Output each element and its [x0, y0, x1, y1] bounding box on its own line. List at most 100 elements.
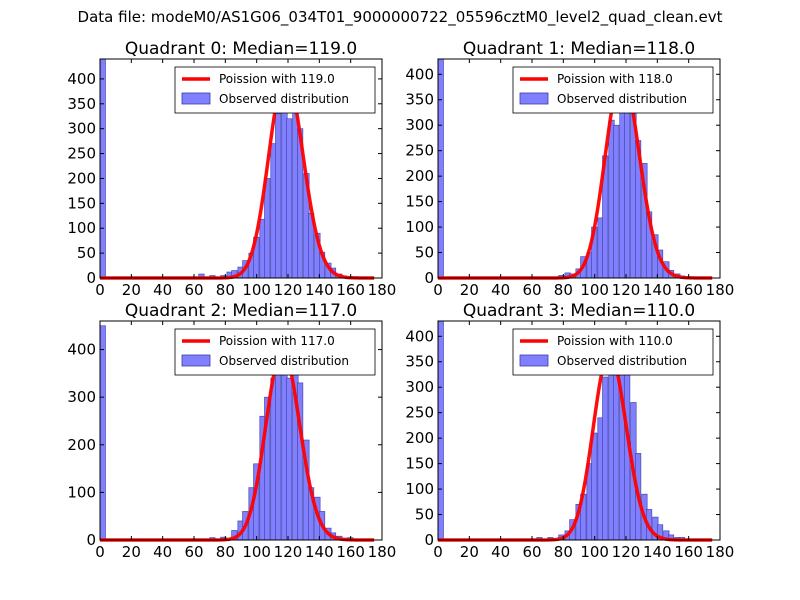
y-tick-label: 300 [67, 388, 96, 406]
legend-bar-swatch [519, 354, 549, 367]
y-tick-label: 150 [405, 193, 434, 211]
x-tick-label: 60 [184, 543, 203, 561]
y-tick-label: 250 [405, 404, 434, 422]
axes-frame [99, 320, 383, 541]
x-tick-label: 120 [274, 281, 303, 299]
histogram-bar [437, 320, 444, 541]
histogram-bar [275, 113, 282, 279]
x-tick-label: 160 [674, 543, 703, 561]
y-tick-label: 400 [67, 70, 96, 88]
histogram-bar [613, 124, 620, 279]
legend-curve-label: Poission with 118.0 [557, 72, 673, 86]
y-tick-label: 300 [67, 120, 96, 138]
y-tick-label: 300 [405, 378, 434, 396]
axes-frame [99, 58, 383, 279]
x-tick-label: 180 [706, 543, 735, 561]
legend-box [512, 66, 714, 114]
x-tick-label: 60 [522, 543, 541, 561]
y-tick-label: 0 [424, 269, 434, 287]
y-tick-label: 0 [424, 531, 434, 549]
x-tick-label: 120 [274, 543, 303, 561]
x-tick-label: 100 [242, 543, 271, 561]
histogram-bar [275, 368, 282, 541]
y-tick-label: 100 [67, 219, 96, 237]
panel-0: Quadrant 0: Median=119.00 20 40 60 80 100 120 1… [67, 39, 396, 299]
legend-bar-swatch [181, 92, 211, 105]
x-tick-label: 0 [95, 543, 105, 561]
x-tick-label: 0 [433, 543, 443, 561]
panel-title: Quadrant 3: Median=110.0 [463, 301, 695, 321]
x-tick-label: 180 [368, 281, 397, 299]
x-tick-label: 80 [216, 543, 235, 561]
y-tick-label: 100 [405, 218, 434, 236]
legend-bar-label: Observed distribution [219, 92, 349, 106]
x-tick-label: 100 [242, 281, 271, 299]
x-tick-label: 80 [216, 281, 235, 299]
legend-box [174, 328, 376, 376]
x-tick-label: 140 [643, 543, 672, 561]
y-tick-label: 250 [405, 142, 434, 160]
legend-bar-swatch [519, 92, 549, 105]
y-tick-label: 400 [405, 65, 434, 83]
panel-3: Quadrant 3: Median=110.00 20 40 60 80 100 120 1… [405, 301, 734, 561]
x-tick-label: 0 [433, 281, 443, 299]
histogram-bar [286, 377, 293, 541]
panel-title: Quadrant 0: Median=119.0 [125, 39, 357, 59]
y-tick-label: 200 [67, 436, 96, 454]
x-tick-label: 120 [612, 543, 641, 561]
legend-bar-label: Observed distribution [557, 92, 687, 106]
x-tick-label: 140 [305, 543, 334, 561]
histogram-bar [286, 118, 293, 279]
x-tick-label: 40 [153, 543, 172, 561]
poisson-curve [100, 348, 375, 542]
y-tick-label: 100 [67, 483, 96, 501]
histogram-bar [264, 178, 271, 279]
x-tick-label: 180 [706, 281, 735, 299]
histogram-bar [99, 325, 106, 541]
y-tick-label: 300 [405, 116, 434, 134]
x-tick-label: 20 [460, 543, 479, 561]
x-tick-label: 160 [674, 281, 703, 299]
x-tick-label: 180 [368, 543, 397, 561]
histogram-bar [591, 432, 598, 541]
y-tick-label: 50 [415, 244, 434, 262]
figure-title: Data file: modeM0/AS1G06_034T01_90000007… [77, 8, 723, 26]
poisson-curve [438, 351, 713, 542]
histogram-bar [602, 376, 609, 541]
histogram-bar [99, 58, 106, 279]
x-tick-label: 100 [580, 543, 609, 561]
y-tick-label: 200 [67, 169, 96, 187]
y-tick-label: 150 [405, 455, 434, 473]
x-tick-label: 0 [95, 281, 105, 299]
axes-frame [437, 58, 721, 279]
y-tick-label: 200 [405, 167, 434, 185]
legend-bar-label: Observed distribution [557, 354, 687, 368]
legend-box [512, 328, 714, 376]
y-tick-label: 350 [405, 91, 434, 109]
x-tick-label: 120 [612, 281, 641, 299]
x-tick-label: 20 [460, 281, 479, 299]
panel-2: Quadrant 2: Median=117.00 20 40 60 80 100 120 1… [67, 301, 396, 561]
y-tick-label: 50 [77, 244, 96, 262]
legend-bar-swatch [181, 354, 211, 367]
x-tick-label: 40 [153, 281, 172, 299]
x-tick-label: 100 [580, 281, 609, 299]
y-tick-label: 150 [67, 194, 96, 212]
legend-curve-label: Poission with 110.0 [557, 334, 673, 348]
y-tick-label: 200 [405, 429, 434, 447]
y-tick-label: 0 [86, 269, 96, 287]
y-tick-label: 350 [67, 95, 96, 113]
x-tick-label: 80 [554, 543, 573, 561]
axes-frame [437, 320, 721, 541]
x-tick-label: 160 [336, 281, 365, 299]
y-tick-label: 50 [415, 506, 434, 524]
y-tick-label: 350 [405, 353, 434, 371]
x-tick-label: 140 [305, 281, 334, 299]
x-tick-label: 20 [122, 281, 141, 299]
x-tick-label: 40 [491, 543, 510, 561]
legend-curve-label: Poission with 117.0 [219, 334, 335, 348]
y-tick-label: 400 [67, 341, 96, 359]
x-tick-label: 140 [643, 281, 672, 299]
panel-title: Quadrant 1: Median=118.0 [463, 39, 695, 59]
